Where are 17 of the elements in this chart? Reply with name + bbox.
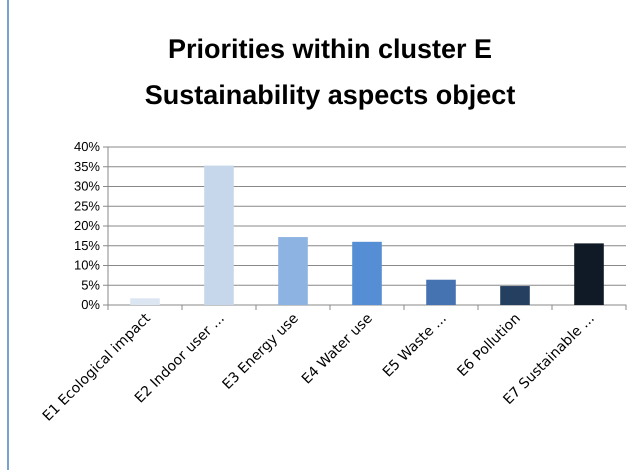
y-tick-label: 5% (81, 277, 100, 292)
y-tick-label: 20% (74, 218, 100, 234)
bar (574, 243, 604, 305)
y-tick-label: 10% (74, 258, 100, 273)
bar (500, 286, 530, 305)
bar (426, 280, 456, 305)
y-tick-label: 35% (74, 158, 100, 174)
y-tick-label: 0% (81, 297, 100, 312)
y-tick-label: 30% (74, 178, 100, 194)
y-tick-label: 40% (74, 139, 100, 154)
bar (130, 298, 160, 305)
bar (204, 166, 234, 305)
chart-title: Priorities within cluster E Sustainability aspects object (144, 34, 516, 110)
bar (278, 237, 308, 305)
y-tick-label: 15% (74, 238, 100, 253)
y-tick-label: 25% (74, 198, 100, 214)
bar (352, 242, 382, 305)
